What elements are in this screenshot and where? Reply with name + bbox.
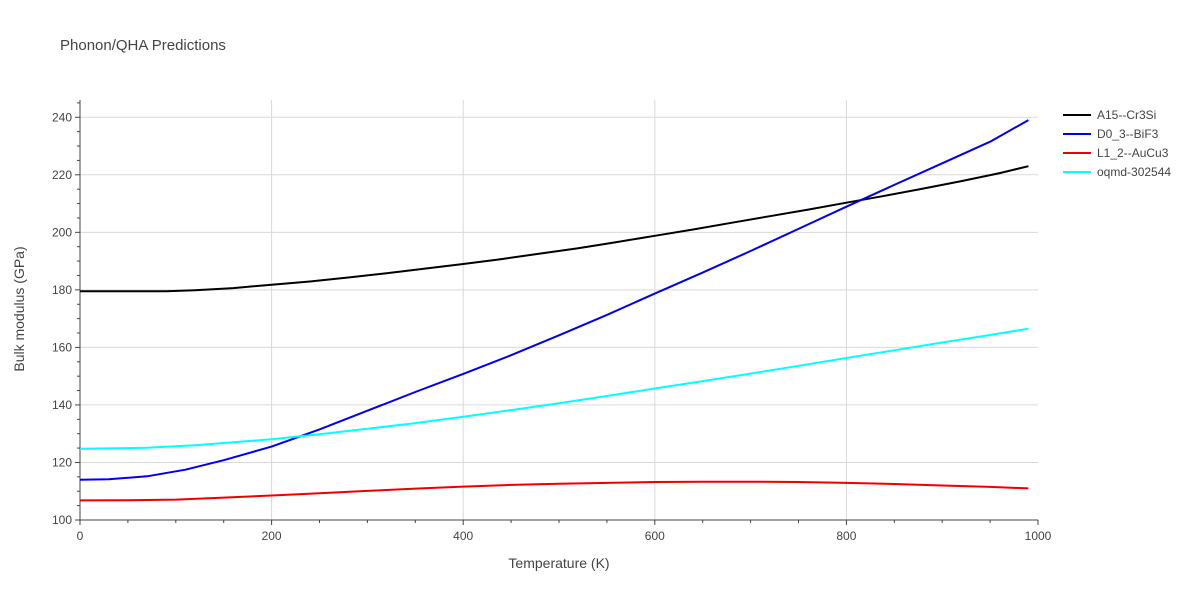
y-tick-label: 160 xyxy=(52,340,72,354)
legend-label: oqmd-302544 xyxy=(1097,165,1171,179)
y-tick-label: 220 xyxy=(52,168,72,182)
series-line xyxy=(80,165,1029,293)
axes xyxy=(79,100,1038,521)
x-tick-label: 0 xyxy=(77,529,84,543)
y-axis-title: Bulk modulus (GPa) xyxy=(11,246,27,371)
x-axis-title: Temperature (K) xyxy=(508,555,609,571)
chart-title: Phonon/QHA Predictions xyxy=(60,37,226,54)
x-tick-label: 1000 xyxy=(1025,529,1052,543)
legend-label: L1_2--AuCu3 xyxy=(1097,146,1169,160)
legend-label: A15--Cr3Si xyxy=(1097,108,1156,122)
legend[interactable]: A15--Cr3Si D0_3--BiF3 L1_2--AuCu3 oqmd-3025… xyxy=(1063,108,1171,179)
x-tick-label: 400 xyxy=(453,529,473,543)
legend-label: D0_3--BiF3 xyxy=(1097,127,1159,141)
series-line xyxy=(79,119,1029,481)
y-tick-label: 180 xyxy=(52,283,72,297)
y-tick-label: 200 xyxy=(52,225,72,239)
legend-item[interactable]: L1_2--AuCu3 xyxy=(1063,146,1169,160)
y-tick-label: 140 xyxy=(52,398,72,412)
x-tick-label: 800 xyxy=(836,529,856,543)
x-axis-ticks: 0 200 400 600 800 1000 xyxy=(77,520,1052,543)
series-line xyxy=(79,480,1029,502)
legend-item[interactable]: oqmd-302544 xyxy=(1063,165,1171,179)
y-tick-label: 100 xyxy=(52,513,72,527)
x-tick-label: 600 xyxy=(645,529,665,543)
grid xyxy=(80,100,1038,521)
legend-item[interactable]: A15--Cr3Si xyxy=(1063,108,1156,122)
y-tick-label: 120 xyxy=(52,455,72,469)
series-line xyxy=(79,327,1029,450)
x-tick-label: 200 xyxy=(262,529,282,543)
y-tick-label: 240 xyxy=(52,110,72,124)
legend-item[interactable]: D0_3--BiF3 xyxy=(1063,127,1159,141)
y-axis-ticks: 100 120 140 160 180 200 220 240 xyxy=(52,102,80,527)
series-lines xyxy=(79,119,1029,502)
